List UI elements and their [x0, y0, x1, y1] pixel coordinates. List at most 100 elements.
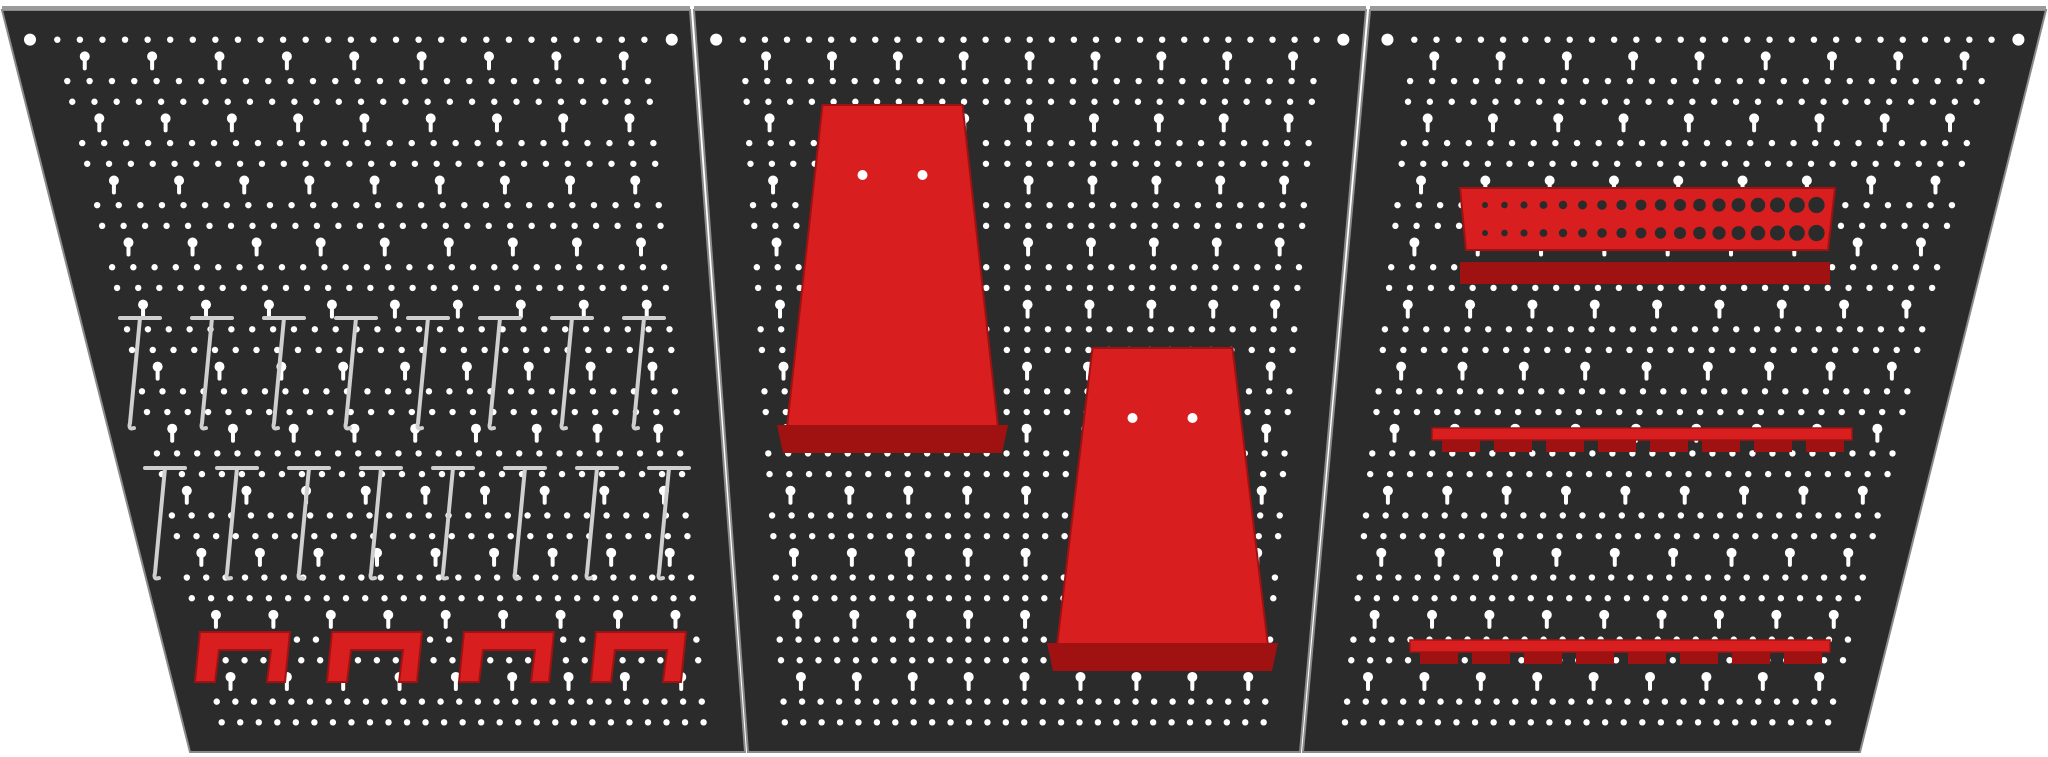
round-hole: [120, 222, 127, 230]
round-hole: [1544, 36, 1551, 43]
round-hole: [1107, 284, 1114, 292]
round-hole: [1026, 36, 1033, 43]
round-hole: [623, 512, 630, 519]
round-hole: [1061, 532, 1068, 540]
round-hole: [1787, 719, 1795, 726]
round-hole: [1392, 595, 1400, 602]
round-hole: [144, 36, 151, 43]
round-hole: [1367, 470, 1374, 478]
round-hole: [374, 201, 382, 209]
round-hole: [1373, 408, 1380, 416]
round-hole: [516, 450, 523, 457]
round-hole: [982, 77, 989, 85]
round-hole: [100, 139, 108, 147]
socket-hole: [1693, 198, 1706, 212]
round-hole: [1154, 139, 1162, 147]
round-hole: [1899, 36, 1906, 43]
round-hole: [1043, 408, 1051, 416]
keyhole-slot-stem: [1149, 304, 1154, 319]
keyhole-slot-stem: [1246, 676, 1251, 691]
round-hole: [1680, 698, 1687, 705]
round-hole: [430, 657, 437, 664]
round-hole: [1758, 595, 1765, 602]
round-hole: [1802, 388, 1809, 395]
round-hole: [282, 284, 290, 292]
round-hole: [469, 264, 477, 271]
round-hole: [873, 719, 881, 726]
round-hole: [1002, 595, 1010, 602]
round-hole: [64, 77, 71, 85]
round-hole: [983, 512, 991, 519]
mount-hole: [1127, 413, 1138, 423]
socket-hole: [1520, 201, 1528, 209]
round-hole: [926, 595, 934, 602]
round-hole: [440, 719, 448, 726]
round-hole: [854, 698, 861, 705]
round-hole: [964, 595, 972, 602]
keyhole-slot-stem: [170, 428, 175, 443]
socket-hole: [1501, 201, 1508, 209]
round-hole: [198, 284, 205, 292]
wrench-holder-1: [777, 104, 1008, 453]
keyhole-slot-stem: [230, 428, 235, 443]
round-hole: [468, 98, 476, 105]
round-hole: [1798, 98, 1805, 105]
socket-hole: [1654, 227, 1667, 239]
round-hole: [1437, 698, 1444, 705]
keyhole-slot-stem: [849, 552, 854, 567]
round-hole: [1388, 264, 1395, 271]
keyhole-slot-stem: [446, 242, 451, 257]
keyhole-slot-stem: [486, 56, 491, 71]
round-hole: [504, 201, 511, 209]
round-hole: [311, 532, 318, 540]
round-hole: [657, 222, 664, 230]
round-hole: [1427, 284, 1435, 292]
round-hole: [512, 698, 519, 705]
round-hole: [616, 450, 624, 457]
round-hole: [1646, 346, 1654, 354]
round-hole: [418, 698, 426, 705]
keyhole-slot-stem: [1412, 242, 1417, 257]
round-hole: [1470, 98, 1477, 105]
round-hole: [1604, 595, 1611, 602]
round-hole: [1282, 160, 1289, 167]
round-hole: [309, 201, 317, 209]
round-hole: [681, 719, 689, 726]
round-hole: [800, 719, 807, 726]
round-hole: [1869, 450, 1876, 457]
round-hole: [518, 139, 525, 147]
round-hole: [130, 264, 137, 271]
round-hole: [960, 77, 968, 85]
round-hole: [1598, 512, 1606, 519]
round-hole: [815, 657, 822, 664]
round-hole: [327, 408, 334, 416]
round-hole: [433, 160, 440, 167]
round-hole: [610, 388, 617, 395]
round-hole: [429, 408, 436, 416]
round-hole: [1066, 284, 1073, 292]
round-hole: [1284, 408, 1291, 416]
round-hole: [1003, 346, 1011, 354]
round-hole: [758, 346, 766, 354]
round-hole: [1385, 284, 1393, 292]
round-hole: [610, 574, 617, 581]
round-hole: [1792, 698, 1799, 705]
round-hole: [633, 201, 641, 209]
round-hole: [1090, 139, 1097, 147]
round-hole: [207, 595, 215, 602]
round-hole: [232, 139, 240, 147]
metal-hook: [118, 316, 162, 431]
round-hole: [1657, 512, 1665, 519]
round-hole: [1560, 77, 1568, 85]
round-hole: [1536, 98, 1543, 105]
round-hole: [830, 574, 837, 581]
round-hole: [246, 595, 253, 602]
round-hole: [1737, 408, 1744, 416]
round-hole: [1025, 139, 1033, 147]
keyhole-slot-stem: [1027, 56, 1032, 71]
round-hole: [623, 698, 631, 705]
keyhole-slot-stem: [965, 490, 970, 505]
round-hole: [512, 264, 519, 271]
keyhole-slot-stem: [906, 490, 911, 505]
round-hole: [1639, 719, 1646, 726]
